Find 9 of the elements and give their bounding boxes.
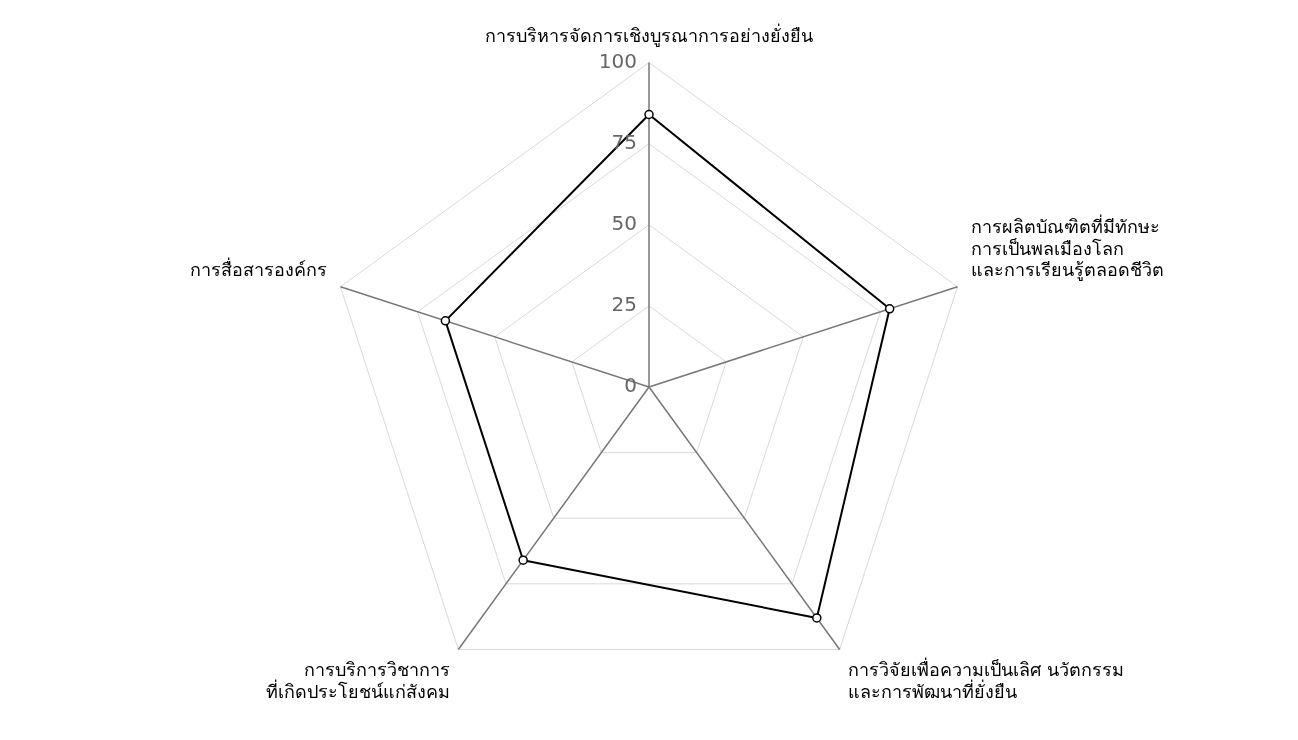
spoke-label: การวิจัยเพื่อความเป็นเลิศ นวัตกรรม และการพัฒนาที่ยั่งยืน [847, 657, 1124, 702]
y-tick-label: 0 [624, 373, 637, 398]
spoke-label: การผลิตบัณฑิตที่มีทักษะ การเป็นพลเมืองโลก และการเรียนรู้ตลอดชีวิต [970, 214, 1164, 282]
y-tick-label: 25 [611, 292, 637, 317]
spoke-label: การสื่อสารองค์กร [190, 257, 328, 281]
spoke-label: การบริหารจัดการเชิงบูรณาการอย่างยั่งยืน [485, 23, 813, 48]
spoke-label: การบริการวิชาการ ที่เกิดประโยชน์แก่สังคม [266, 659, 451, 702]
y-tick-label: 100 [598, 48, 637, 73]
y-tick-label: 50 [611, 211, 637, 235]
